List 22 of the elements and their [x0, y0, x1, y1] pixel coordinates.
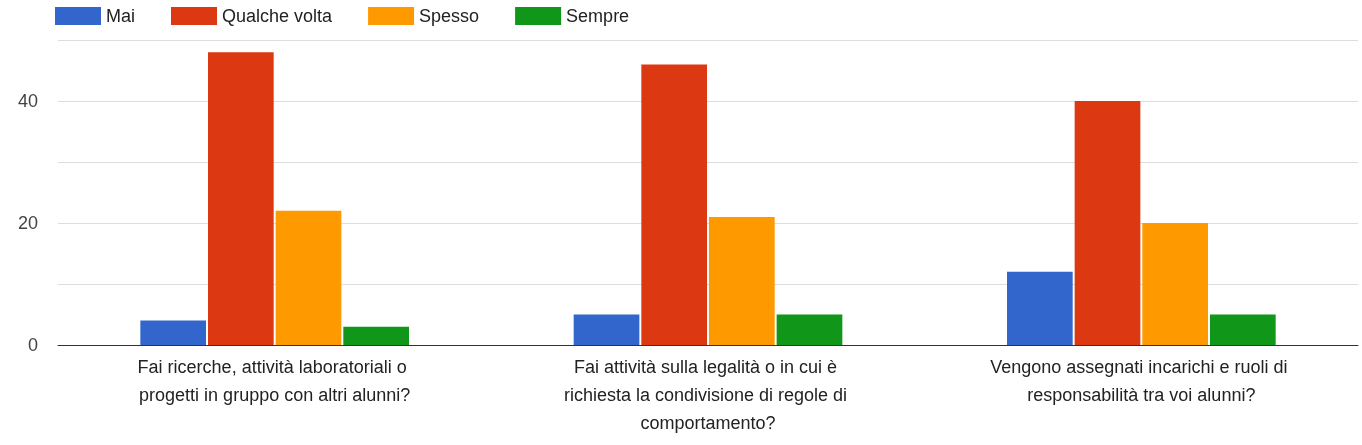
bar: [1209, 314, 1276, 345]
bar: [207, 52, 274, 345]
bar: [1074, 101, 1141, 345]
bar: [343, 326, 409, 345]
y-tick-label: 40: [17, 91, 38, 111]
x-tick-label: Fai attività sulla legalità o in cui è richiesta la condivisione di regole di comportamento?: [563, 357, 853, 433]
bar: [140, 320, 207, 345]
bar: [641, 64, 708, 345]
bar: [708, 216, 775, 345]
bar: [776, 314, 843, 345]
x-tick-label: Vengono assegnati incarichi e ruoli di responsabilità tra voi alunni?: [990, 357, 1293, 405]
bar: [1007, 271, 1073, 345]
legend-label: Mai: [106, 6, 136, 26]
bar: [1142, 223, 1209, 345]
y-tick-label: 0: [27, 335, 38, 355]
legend-label: Sempre: [566, 6, 630, 26]
legend-label: Qualche volta: [222, 6, 334, 26]
bar: [275, 210, 342, 345]
bar: [573, 314, 640, 345]
legend-label: Spesso: [419, 6, 480, 26]
y-tick-label: 20: [17, 213, 38, 233]
x-tick-label: Fai ricerche, attività laboratoriali o progetti in gruppo con altri alunni?: [137, 357, 412, 405]
